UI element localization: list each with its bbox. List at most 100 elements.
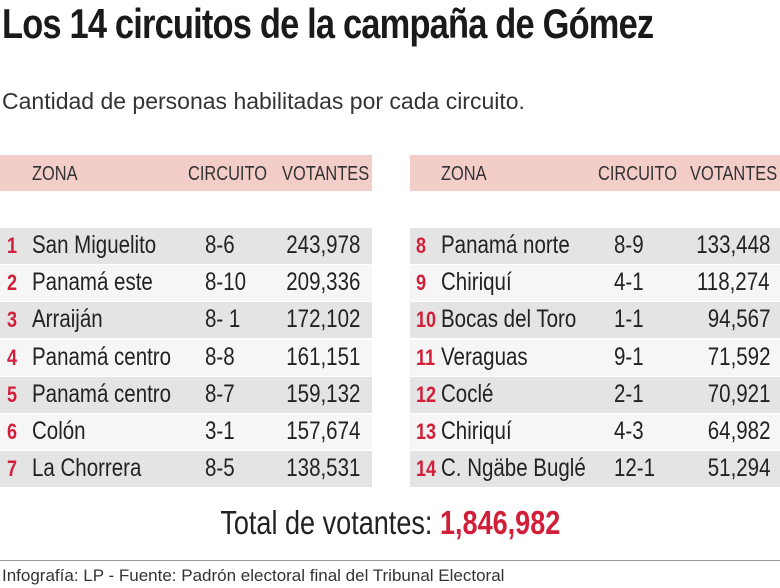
zone-text: Bocas del Toro: [441, 305, 577, 334]
total-value: 1,846,982: [439, 504, 561, 541]
voters-text: 94,567: [707, 305, 770, 334]
zone-text: San Miguelito: [32, 231, 157, 259]
header-row: [0, 155, 372, 191]
voters-text: 71,592: [707, 342, 770, 371]
circuit: 8-5: [205, 454, 241, 483]
circuit: 4-1: [614, 268, 650, 297]
zone-text: Coclé: [441, 379, 494, 408]
table-row: [410, 414, 780, 450]
rank-text: 4: [7, 344, 18, 370]
zone-text: Panamá este: [32, 268, 153, 297]
rank: 8: [416, 233, 428, 259]
voters: 133,448: [680, 231, 770, 260]
rank-text: 13: [416, 419, 437, 444]
title-text: Los 14 circuitos de la campaña de Gómez: [2, 0, 654, 47]
zone: Panamá centro: [32, 343, 202, 372]
table-row: [0, 451, 372, 488]
voters: 64,982: [694, 417, 770, 446]
table-row: [0, 339, 372, 376]
rank: 13: [416, 419, 440, 445]
column-header: VOTANTES: [690, 163, 780, 186]
rank: 10: [416, 307, 440, 333]
table-row: [410, 265, 780, 302]
voters-text: 118,274: [697, 268, 770, 297]
voters-text: 161,151: [285, 342, 360, 371]
rank: 9: [416, 270, 428, 296]
zone: Bocas del Toro: [441, 305, 606, 334]
column-header: ZONA: [441, 163, 497, 186]
circuit: 8-10: [205, 268, 255, 297]
column-header-text: VOTANTES: [282, 163, 370, 185]
circuit-text: 8-5: [205, 454, 235, 483]
column-header: CIRCUITO: [598, 163, 694, 186]
circuit-text: 4-1: [614, 268, 644, 297]
rank: 1: [7, 233, 19, 259]
voters: 94,567: [694, 305, 770, 334]
voters: 118,274: [681, 268, 770, 297]
voters: 157,674: [270, 417, 360, 446]
voters-text: 70,921: [707, 379, 770, 408]
rank: 11: [416, 345, 439, 371]
circuit: 8-6: [205, 231, 241, 260]
table-row: [410, 302, 780, 339]
total: Total de votantes: 1,846,982: [0, 504, 780, 542]
rank-text: 1: [7, 233, 18, 258]
zone-text: Chiriquí: [441, 268, 512, 297]
voters: 209,336: [270, 268, 360, 297]
zone: Colón: [32, 417, 97, 446]
zone: Veraguas: [441, 343, 547, 372]
circuit-text: 8-9: [614, 231, 644, 259]
divider: [0, 560, 780, 561]
voters: 51,294: [694, 454, 770, 483]
zone-text: Panamá centro: [32, 379, 172, 408]
zone-text: Veraguas: [441, 342, 528, 371]
footer: Infografía: LP - Fuente: Padrón electora…: [2, 566, 505, 585]
voters-text: 51,294: [707, 454, 770, 483]
zone-text: La Chorrera: [32, 454, 142, 483]
circuit-text: 8-6: [205, 231, 235, 259]
column-header-text: ZONA: [32, 163, 78, 185]
circuit-text: 8- 1: [205, 305, 241, 334]
column-header: CIRCUITO: [188, 163, 284, 186]
zone: C. Ngäbe Buglé: [441, 454, 618, 483]
column-header: ZONA: [32, 163, 88, 186]
voters: 172,102: [270, 305, 360, 334]
rank-text: 10: [416, 307, 437, 333]
rank-text: 11: [416, 344, 436, 370]
rank-text: 7: [7, 456, 18, 482]
voters-text: 172,102: [285, 305, 360, 334]
rank: 14: [416, 456, 440, 482]
zone-text: C. Ngäbe Buglé: [441, 454, 586, 483]
rank-text: 12: [416, 381, 437, 407]
circuit: 8-9: [614, 231, 650, 260]
rank: 2: [7, 270, 19, 296]
header-row: [410, 155, 780, 191]
zone-text: Panamá norte: [441, 231, 570, 259]
circuit-text: 8-7: [205, 379, 235, 408]
voters-text: 64,982: [707, 417, 770, 445]
circuit: 4-3: [614, 417, 650, 446]
voters: 161,151: [270, 343, 360, 372]
zone: Panamá centro: [32, 380, 202, 409]
zone: Coclé: [441, 380, 505, 409]
voters-text: 157,674: [285, 417, 360, 445]
table-row: [0, 302, 372, 339]
table-row: [410, 339, 780, 376]
circuit-text: 9-1: [614, 342, 644, 371]
circuit: 12-1: [614, 454, 664, 483]
column-header-text: VOTANTES: [690, 163, 778, 185]
zone: Panamá este: [32, 268, 179, 297]
rank: 4: [7, 345, 19, 371]
circuit: 8-8: [205, 343, 241, 372]
voters-text: 243,978: [285, 231, 360, 259]
voters-text: 133,448: [695, 231, 770, 259]
voters: 70,921: [694, 380, 770, 409]
rank-text: 2: [7, 270, 18, 296]
zone-text: Colón: [32, 417, 86, 445]
rank-text: 14: [416, 456, 437, 482]
circuit: 1-1: [614, 305, 650, 334]
zone-text: Arraiján: [32, 305, 103, 334]
circuit-text: 8-10: [205, 268, 247, 297]
column-header-text: ZONA: [441, 163, 487, 185]
zone: Panamá norte: [441, 231, 598, 260]
